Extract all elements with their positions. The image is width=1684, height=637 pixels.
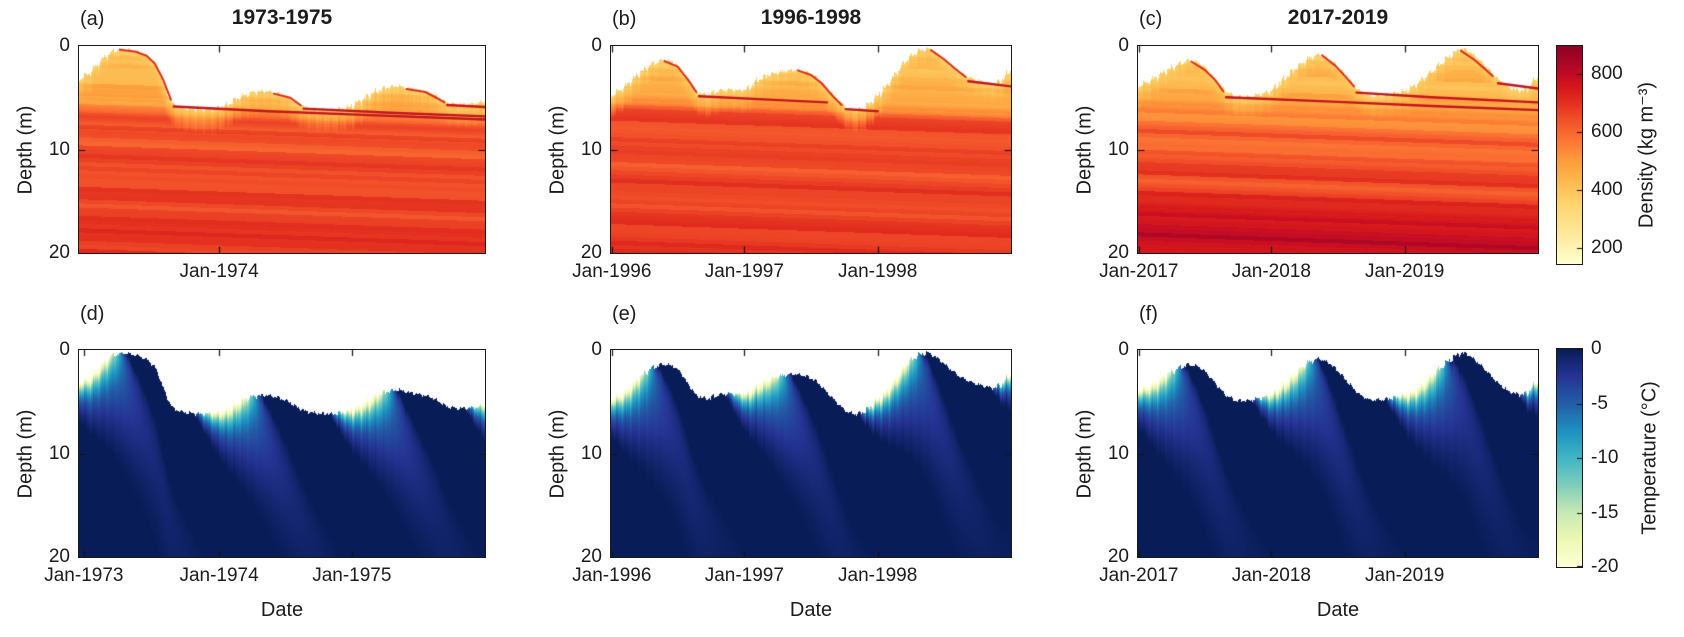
y-axis-label: Depth (m) bbox=[14, 105, 37, 194]
x-tick-label: Jan-2019 bbox=[1365, 261, 1445, 282]
colorbar-tick-label: -10 bbox=[1591, 447, 1619, 468]
y-axis-label: Depth (m) bbox=[546, 105, 569, 194]
panel-c-heatmap bbox=[1138, 46, 1538, 253]
y-tick-label: 20 bbox=[48, 546, 70, 567]
y-tick-label: 20 bbox=[1107, 546, 1129, 567]
panel-title-2017-2019: 2017-2019 bbox=[1287, 6, 1389, 29]
panel-a-heatmap bbox=[79, 46, 485, 253]
x-tick-label: Jan-1998 bbox=[838, 565, 918, 586]
y-tick-label: 20 bbox=[580, 242, 602, 263]
density-colorbar bbox=[1556, 45, 1583, 265]
panel-f-heatmap bbox=[1138, 350, 1538, 557]
panel-d-heatmap bbox=[79, 350, 485, 557]
x-tick-label: Jan-1974 bbox=[179, 261, 259, 282]
x-axis-label: Date bbox=[789, 599, 833, 621]
x-tick-label: Jan-1997 bbox=[704, 261, 784, 282]
y-tick-label: 10 bbox=[1107, 138, 1129, 160]
y-tick-label: 0 bbox=[591, 35, 602, 56]
panel-f bbox=[1137, 349, 1539, 558]
x-tick-label: Jan-1975 bbox=[312, 565, 392, 586]
panel-letter-f: (f) bbox=[1139, 303, 1158, 325]
panel-letter-b: (b) bbox=[612, 8, 637, 30]
y-axis-label: Depth (m) bbox=[14, 409, 37, 498]
y-tick-label: 10 bbox=[1107, 442, 1129, 464]
x-tick-label: Jan-1974 bbox=[179, 565, 259, 586]
colorbar-tick-label: -20 bbox=[1591, 556, 1619, 577]
y-tick-label: 20 bbox=[580, 546, 602, 567]
panel-letter-d: (d) bbox=[80, 303, 105, 325]
y-tick-label: 0 bbox=[1118, 35, 1129, 56]
y-tick-label: 0 bbox=[591, 339, 602, 360]
colorbar-tick-label: -15 bbox=[1591, 501, 1619, 523]
x-axis-label: Date bbox=[260, 599, 304, 621]
panel-b bbox=[610, 45, 1012, 254]
panel-title-1973-1975: 1973-1975 bbox=[231, 6, 333, 29]
colorbar-tick-label: -5 bbox=[1591, 392, 1608, 414]
colorbar-tick-label: 800 bbox=[1591, 62, 1623, 84]
colorbar-tick-label: 400 bbox=[1591, 178, 1623, 200]
y-tick-label: 10 bbox=[48, 442, 70, 464]
panel-d bbox=[78, 349, 486, 558]
temperature-colorbar bbox=[1556, 348, 1583, 568]
x-tick-label: Jan-1997 bbox=[704, 565, 784, 586]
panel-b-heatmap bbox=[611, 46, 1011, 253]
panel-letter-a: (a) bbox=[80, 8, 105, 30]
x-tick-label: Jan-1996 bbox=[572, 565, 652, 586]
colorbar-tick-label: 0 bbox=[1591, 338, 1602, 359]
x-tick-label: Jan-1998 bbox=[838, 261, 918, 282]
temperature-colorbar-gradient bbox=[1557, 349, 1582, 567]
panel-a bbox=[78, 45, 486, 254]
x-tick-label: Jan-1973 bbox=[44, 565, 124, 586]
y-tick-label: 20 bbox=[1107, 242, 1129, 263]
y-axis-label: Depth (m) bbox=[1073, 409, 1096, 498]
x-axis-label: Date bbox=[1316, 599, 1360, 621]
y-axis-label: Depth (m) bbox=[546, 409, 569, 498]
panel-letter-e: (e) bbox=[612, 303, 637, 325]
y-tick-label: 0 bbox=[59, 35, 70, 56]
colorbar-tick-label: 600 bbox=[1591, 120, 1623, 142]
temperature-colorbar-label: Temperature (°C) bbox=[1638, 381, 1661, 535]
x-tick-label: Jan-2018 bbox=[1231, 261, 1311, 282]
panel-c bbox=[1137, 45, 1539, 254]
panel-title-1996-1998: 1996-1998 bbox=[760, 6, 862, 29]
x-tick-label: Jan-2019 bbox=[1365, 565, 1445, 586]
panel-letter-c: (c) bbox=[1139, 8, 1163, 30]
panel-e-heatmap bbox=[611, 350, 1011, 557]
density-colorbar-gradient bbox=[1557, 46, 1582, 264]
x-tick-label: Jan-1996 bbox=[572, 261, 652, 282]
y-tick-label: 0 bbox=[59, 339, 70, 360]
colorbar-tick-label: 200 bbox=[1591, 237, 1623, 258]
density-colorbar-label: Density (kg m⁻³) bbox=[1635, 81, 1658, 229]
y-tick-label: 0 bbox=[1118, 339, 1129, 360]
panel-e bbox=[610, 349, 1012, 558]
y-tick-label: 10 bbox=[580, 138, 602, 160]
y-tick-label: 10 bbox=[580, 442, 602, 464]
x-tick-label: Jan-2018 bbox=[1231, 565, 1311, 586]
x-tick-label: Jan-2017 bbox=[1099, 261, 1179, 282]
y-tick-label: 10 bbox=[48, 138, 70, 160]
y-tick-label: 20 bbox=[48, 242, 70, 263]
x-tick-label: Jan-2017 bbox=[1099, 565, 1179, 586]
y-axis-label: Depth (m) bbox=[1073, 105, 1096, 194]
